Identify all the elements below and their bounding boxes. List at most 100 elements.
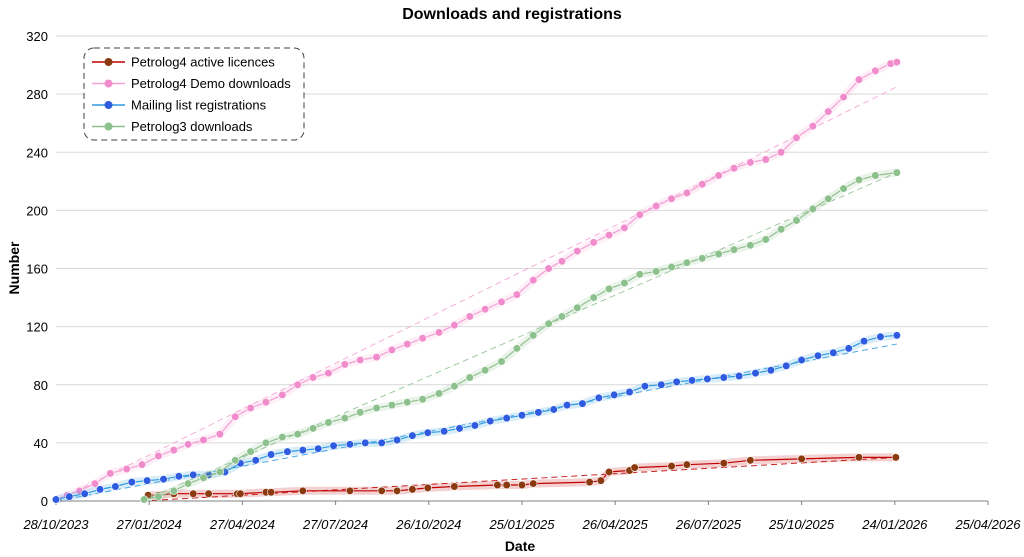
- data-point: [652, 267, 661, 276]
- data-point: [314, 444, 323, 453]
- data-point: [434, 328, 444, 337]
- series-layer: [51, 58, 901, 504]
- data-point: [154, 451, 163, 461]
- y-tick-label: 200: [26, 203, 48, 218]
- data-point: [549, 405, 558, 414]
- y-tick-label: 40: [34, 436, 48, 451]
- data-point: [892, 331, 901, 340]
- data-point: [246, 403, 255, 413]
- data-point: [534, 408, 543, 417]
- legend-label: Petrolog4 Demo downloads: [131, 76, 291, 91]
- data-point: [481, 305, 490, 314]
- data-point: [450, 482, 459, 491]
- data-point: [871, 66, 880, 75]
- data-point: [251, 456, 260, 465]
- data-point: [418, 395, 427, 404]
- data-point: [65, 492, 74, 501]
- data-point: [729, 164, 739, 173]
- data-point: [293, 430, 302, 439]
- data-point: [792, 133, 801, 142]
- data-point: [544, 264, 553, 273]
- data-point: [792, 216, 801, 225]
- x-tick-label: 27/01/2024: [116, 517, 182, 532]
- data-point: [797, 355, 806, 365]
- data-point: [698, 254, 707, 263]
- data-point: [640, 382, 650, 391]
- data-point: [761, 155, 770, 164]
- series-1: [142, 453, 900, 502]
- data-point: [90, 479, 100, 488]
- data-point: [440, 427, 449, 436]
- data-point: [589, 238, 598, 247]
- y-tick-label: 0: [41, 494, 48, 509]
- legend-label: Mailing list registrations: [131, 98, 267, 113]
- data-point: [455, 424, 464, 433]
- data-point: [293, 380, 302, 389]
- data-point: [635, 270, 644, 279]
- data-point: [356, 355, 365, 365]
- legend-marker: [104, 101, 113, 109]
- y-tick-label: 240: [26, 145, 48, 160]
- chart-title: Downloads and registrations: [402, 6, 622, 23]
- legend-box: [83, 47, 305, 141]
- x-axis-ticks: 28/10/2023 27/01/2024 27/04/2024 27/07/2024…: [22, 501, 1021, 532]
- data-point: [604, 467, 614, 477]
- legend-marker: [104, 122, 113, 131]
- x-tick-label: 25/10/2025: [768, 517, 835, 532]
- data-point: [854, 453, 864, 462]
- data-point: [892, 168, 901, 177]
- data-point: [573, 303, 582, 312]
- legend: Petrolog4 active licences Petrolog4 Demo …: [83, 47, 305, 141]
- data-point: [215, 467, 224, 477]
- data-point: [635, 210, 644, 219]
- x-tick-label: 25/01/2025: [488, 517, 555, 532]
- data-point: [392, 486, 402, 495]
- data-point: [387, 345, 397, 354]
- legend-marker: [104, 79, 113, 88]
- series-4: [139, 168, 901, 504]
- data-point: [340, 414, 349, 423]
- data-point: [667, 462, 676, 471]
- data-point: [544, 319, 553, 328]
- data-point: [497, 357, 506, 366]
- y-tick-label: 160: [26, 262, 48, 277]
- data-point: [465, 373, 474, 382]
- data-point: [169, 486, 178, 495]
- data-point: [517, 480, 527, 490]
- data-point: [481, 366, 490, 375]
- data-point: [372, 403, 381, 413]
- data-point: [266, 450, 276, 459]
- data-point: [324, 369, 333, 378]
- data-point: [278, 390, 287, 400]
- data-point: [829, 348, 838, 357]
- data-point: [423, 428, 432, 437]
- legend-label: Petrolog3 downloads: [131, 119, 253, 134]
- data-point: [766, 366, 775, 375]
- legend-label: Petrolog4 active licences: [131, 55, 275, 70]
- data-point: [854, 175, 864, 184]
- data-point: [345, 440, 355, 449]
- x-tick-label: 28/10/2023: [22, 517, 89, 532]
- data-point: [761, 235, 770, 244]
- data-point: [594, 393, 603, 402]
- data-point: [604, 230, 614, 240]
- trend-line: [55, 86, 898, 502]
- data-point: [682, 258, 691, 267]
- data-point: [497, 297, 506, 307]
- x-tick-label: 25/04/2026: [954, 517, 1021, 532]
- data-point: [557, 312, 567, 321]
- data-point: [892, 58, 901, 67]
- data-point: [672, 377, 681, 386]
- data-point: [777, 225, 786, 234]
- data-point: [298, 486, 307, 495]
- data-point: [529, 479, 538, 488]
- x-tick-label: 26/10/2024: [395, 517, 461, 532]
- data-point: [620, 278, 629, 288]
- data-point: [703, 374, 712, 384]
- data-point: [236, 489, 245, 498]
- data-point: [751, 369, 760, 378]
- data-point: [746, 241, 755, 250]
- data-point: [719, 373, 728, 382]
- data-point: [746, 158, 755, 167]
